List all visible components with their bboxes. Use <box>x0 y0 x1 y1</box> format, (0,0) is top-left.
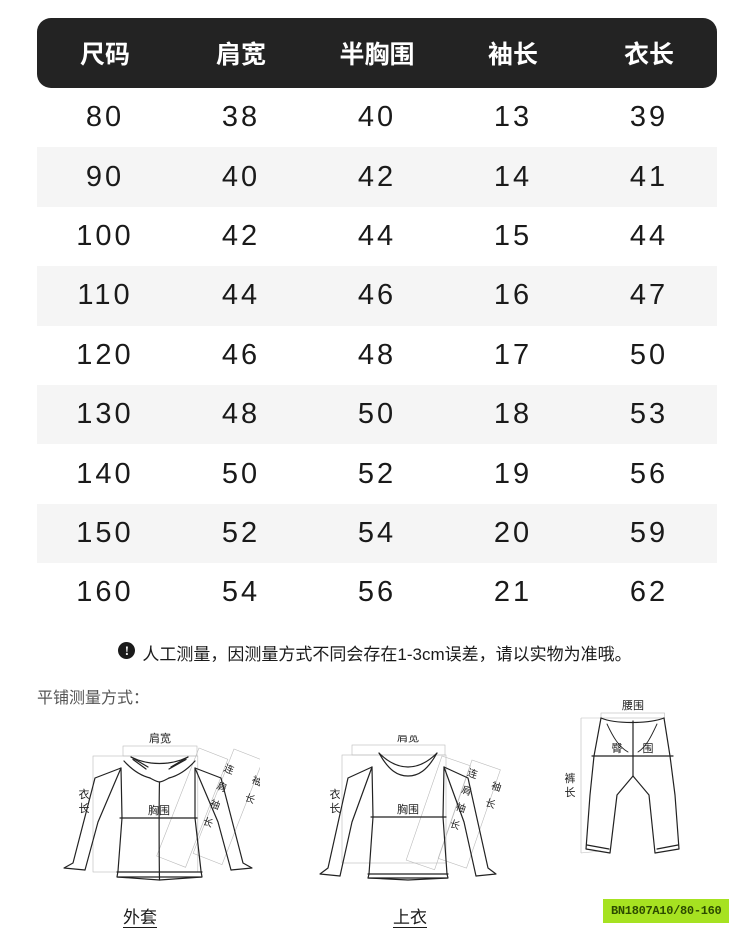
svg-text:长: 长 <box>79 802 90 815</box>
svg-text:袖: 袖 <box>490 779 504 795</box>
svg-text:长: 长 <box>330 802 341 815</box>
svg-text:衣: 衣 <box>330 787 341 801</box>
svg-text:腰围: 腰围 <box>622 699 644 712</box>
svg-text:肩宽: 肩宽 <box>397 735 419 744</box>
svg-text:胸围: 胸围 <box>148 803 170 817</box>
svg-text:臀: 臀 <box>612 742 623 755</box>
svg-text:长: 长 <box>243 792 257 807</box>
svg-text:长: 长 <box>565 786 576 799</box>
svg-text:袖: 袖 <box>454 800 468 816</box>
svg-text:衣: 衣 <box>79 787 90 801</box>
svg-text:肩宽: 肩宽 <box>149 731 171 745</box>
svg-text:袖: 袖 <box>250 773 260 789</box>
svg-text:长: 长 <box>448 818 461 833</box>
svg-text:裤: 裤 <box>565 771 576 785</box>
svg-text:围: 围 <box>643 742 654 755</box>
svg-text:长: 长 <box>484 797 497 812</box>
svg-text:胸围: 胸围 <box>397 802 419 816</box>
